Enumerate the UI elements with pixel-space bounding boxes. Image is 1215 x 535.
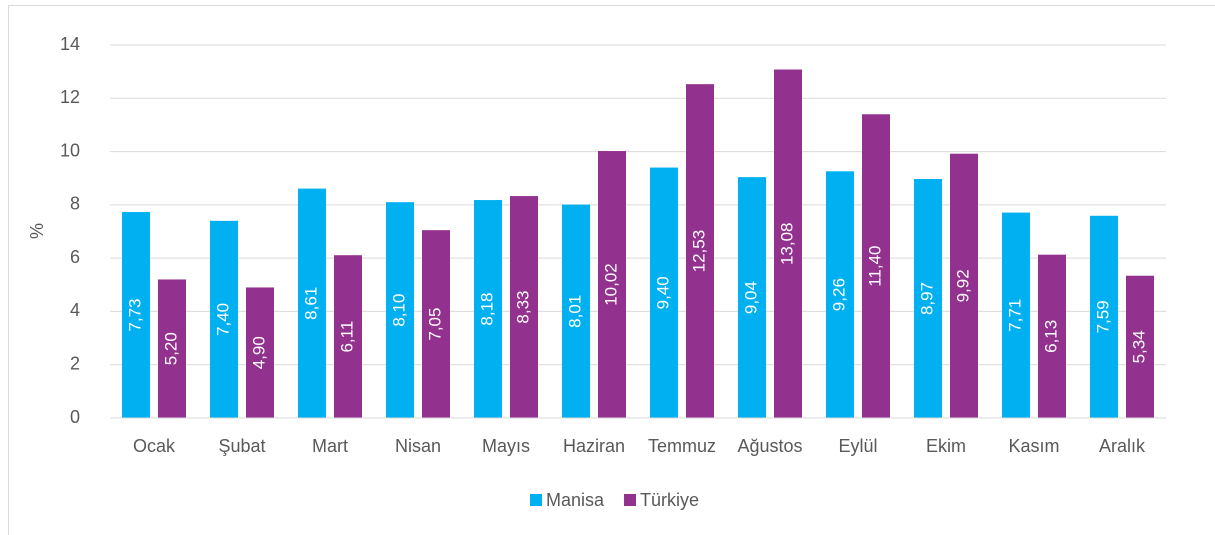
x-tick-label: Şubat xyxy=(218,436,265,456)
value-label: 4,90 xyxy=(249,336,268,369)
legend-label: Manisa xyxy=(546,490,605,510)
value-label: 6,13 xyxy=(1041,320,1060,353)
x-tick-label: Nisan xyxy=(395,436,441,456)
bar xyxy=(862,114,890,419)
value-label: 7,40 xyxy=(213,303,232,336)
x-tick-label: Eylül xyxy=(838,436,877,456)
bar xyxy=(738,177,766,418)
bar xyxy=(1038,254,1066,418)
value-label: 9,92 xyxy=(953,269,972,302)
value-label: 13,08 xyxy=(777,222,796,265)
y-tick-label: 2 xyxy=(70,353,80,373)
x-tick-label: Haziran xyxy=(563,436,625,456)
legend-swatch xyxy=(624,494,637,506)
x-tick-label: Ağustos xyxy=(737,436,802,456)
value-label: 12,53 xyxy=(689,230,708,273)
value-label: 8,18 xyxy=(477,292,496,325)
value-label: 10,02 xyxy=(601,263,620,306)
value-label: 8,01 xyxy=(565,295,584,328)
x-tick-label: Aralık xyxy=(1099,436,1146,456)
legend-swatch xyxy=(530,494,542,506)
bar xyxy=(386,202,414,418)
value-label: 9,40 xyxy=(653,276,672,309)
bar xyxy=(914,179,942,418)
x-tick-label: Kasım xyxy=(1008,436,1059,456)
y-tick-label: 12 xyxy=(60,87,80,107)
bar xyxy=(422,230,450,418)
x-tick-label: Ekim xyxy=(926,436,966,456)
bar xyxy=(774,69,802,419)
bar xyxy=(826,171,854,418)
bar xyxy=(510,196,538,418)
y-tick-label: 14 xyxy=(60,34,80,54)
bar xyxy=(298,188,326,418)
x-tick-label: Mayıs xyxy=(482,436,530,456)
bar xyxy=(246,287,274,418)
value-label: 5,34 xyxy=(1129,330,1148,363)
bar xyxy=(650,167,678,418)
y-tick-label: 10 xyxy=(60,140,80,160)
y-tick-label: 6 xyxy=(70,247,80,267)
bar xyxy=(1002,212,1030,418)
value-label: 7,59 xyxy=(1093,300,1112,333)
bar xyxy=(122,212,150,418)
bar xyxy=(334,255,362,418)
value-label: 7,73 xyxy=(125,298,144,331)
bar xyxy=(1126,275,1154,418)
value-label: 8,97 xyxy=(917,282,936,315)
y-axis-label: % xyxy=(27,223,47,239)
x-tick-label: Ocak xyxy=(133,436,176,456)
bar xyxy=(562,204,590,418)
bar xyxy=(158,279,186,418)
value-label: 7,05 xyxy=(425,308,444,341)
value-label: 8,33 xyxy=(513,290,532,323)
bar xyxy=(950,153,978,418)
chart-frame xyxy=(8,5,1215,535)
y-tick-label: 0 xyxy=(70,407,80,427)
y-tick-label: 8 xyxy=(70,194,80,214)
value-label: 7,71 xyxy=(1005,299,1024,332)
value-label: 8,10 xyxy=(389,294,408,327)
value-label: 9,26 xyxy=(829,278,848,311)
x-tick-label: Mart xyxy=(312,436,348,456)
value-label: 11,40 xyxy=(865,245,884,286)
x-tick-label: Temmuz xyxy=(648,436,716,456)
value-label: 6,11 xyxy=(337,321,356,353)
bar xyxy=(686,84,714,418)
bar xyxy=(474,200,502,418)
legend-label: Türkiye xyxy=(640,490,699,510)
value-label: 9,04 xyxy=(741,281,760,314)
bar xyxy=(1090,215,1118,418)
bar xyxy=(598,151,626,418)
value-label: 8,61 xyxy=(301,287,320,320)
y-tick-label: 4 xyxy=(70,300,80,320)
bar xyxy=(210,220,238,418)
value-label: 5,20 xyxy=(161,332,180,365)
